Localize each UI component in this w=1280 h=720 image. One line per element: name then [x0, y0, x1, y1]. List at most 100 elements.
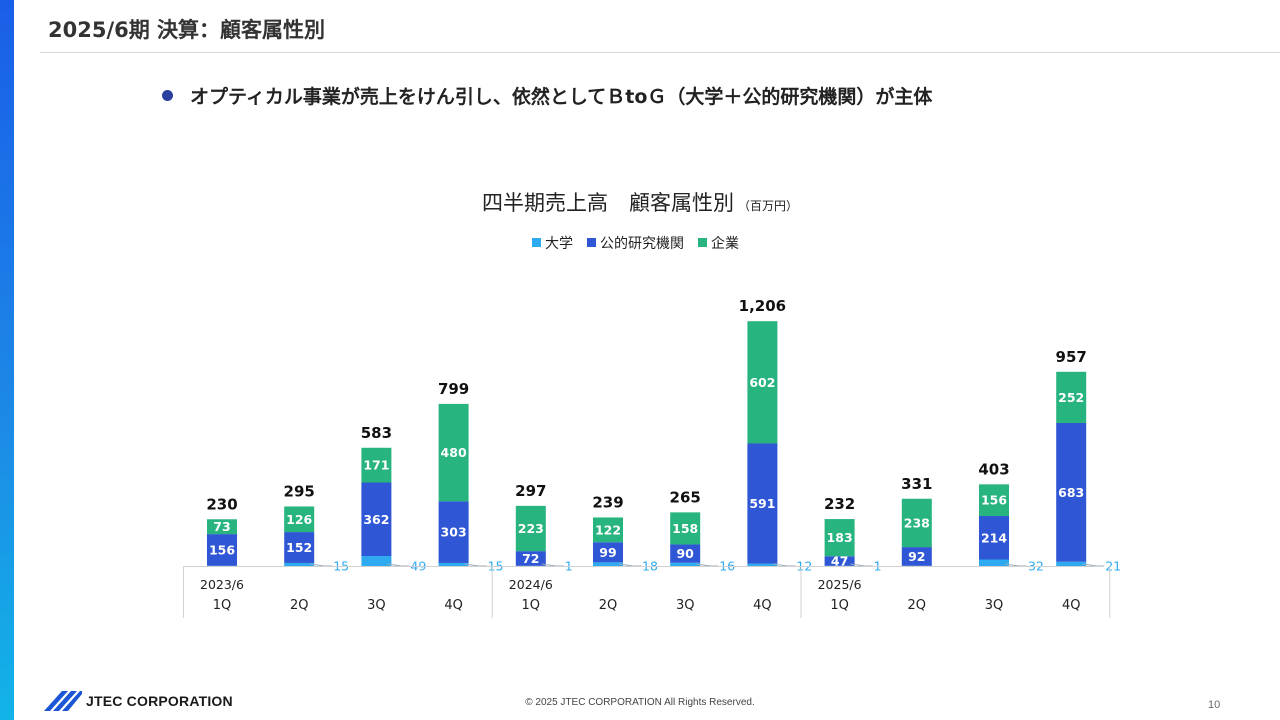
bar-1-5	[593, 542, 623, 563]
bar-1-2	[361, 482, 392, 557]
category-label-7: 4Q	[753, 598, 772, 613]
data-label-2-6: 158	[672, 521, 698, 536]
data-label-1-8: 47	[831, 554, 848, 569]
bar-2-6	[670, 512, 701, 545]
bar-2-11	[1056, 371, 1087, 423]
data-label-1-11: 683	[1058, 485, 1084, 500]
total-label-3: 799	[438, 380, 469, 398]
category-label-0: 1Q	[213, 598, 232, 613]
legend-swatch-0	[532, 238, 541, 247]
total-label-9: 331	[901, 475, 932, 493]
bar-2-4	[515, 505, 546, 552]
copyright-text: © 2025 JTEC CORPORATION All Rights Reser…	[525, 697, 755, 708]
data-label-2-3: 480	[441, 445, 467, 460]
data-label-1-4: 72	[522, 551, 539, 566]
bar-0-6	[670, 562, 701, 566]
total-label-6: 265	[670, 488, 701, 506]
category-label-2: 3Q	[367, 598, 386, 613]
category-label-10: 3Q	[985, 598, 1004, 613]
year-label-8: 2025/6	[818, 577, 862, 592]
page-number: 10	[1208, 699, 1221, 711]
bar-1-7	[747, 443, 778, 564]
category-label-5: 2Q	[599, 598, 618, 613]
data-label-1-1: 152	[286, 540, 312, 555]
logo-text: JTEC CORPORATION	[86, 693, 233, 709]
category-label-8: 1Q	[830, 598, 849, 613]
bar-0-10	[979, 559, 1009, 566]
jtec-logo-icon	[44, 691, 82, 711]
total-label-8: 232	[824, 495, 855, 513]
bullet-point: オプティカル事業が売上をけん引し、依然としてＢtoＧ（大学＋公的研究機関）が主体	[162, 82, 932, 109]
data-label-2-5: 122	[595, 522, 621, 537]
total-label-2: 583	[361, 424, 392, 442]
bullet-dot-icon	[162, 90, 173, 101]
total-label-5: 239	[592, 493, 623, 511]
data-label-2-1: 126	[286, 512, 312, 527]
data-label-2-11: 252	[1058, 390, 1084, 405]
total-label-0: 230	[206, 495, 237, 513]
bar-1-8	[824, 556, 855, 566]
bar-1-3	[438, 501, 469, 563]
bar-2-3	[438, 403, 469, 502]
data-label-2-10: 156	[981, 493, 1007, 508]
bar-1-4	[515, 551, 546, 566]
slide-title: 2025/6期 決算：顧客属性別	[48, 18, 326, 42]
bar-1-0	[207, 534, 237, 566]
data-label-2-9: 238	[904, 515, 930, 530]
bar-0-5	[593, 562, 623, 566]
bar-1-9	[901, 547, 932, 566]
company-logo: JTEC CORPORATION	[42, 690, 233, 712]
data-label-1-0: 156	[209, 542, 235, 557]
legend-label-1: 公的研究機関	[600, 236, 684, 252]
chart-title: 四半期売上高 顧客属性別 （百万円）	[482, 191, 798, 215]
accent-side-bar	[0, 0, 14, 720]
data-label-2-7: 602	[749, 375, 775, 390]
data-label-1-7: 591	[749, 496, 775, 511]
bar-2-8	[824, 519, 855, 557]
total-label-11: 957	[1056, 348, 1087, 366]
bullet-text: オプティカル事業が売上をけん引し、依然としてＢtoＧ（大学＋公的研究機関）が主体	[190, 86, 933, 108]
data-label-1-10: 214	[981, 530, 1007, 545]
category-label-11: 4Q	[1062, 598, 1081, 613]
total-label-1: 295	[284, 482, 315, 500]
bar-2-1	[284, 506, 315, 533]
total-label-10: 403	[978, 460, 1009, 478]
bar-2-7	[747, 321, 778, 444]
bar-0-3	[438, 562, 469, 566]
bar-2-5	[593, 517, 623, 543]
data-label-1-3: 303	[441, 525, 467, 540]
data-label-2-0: 73	[213, 519, 230, 534]
bar-2-0	[207, 519, 237, 535]
year-label-4: 2024/6	[509, 577, 553, 592]
data-label-2-8: 183	[827, 530, 853, 545]
legend-label-0: 大学	[545, 236, 573, 252]
data-label-1-9: 92	[908, 549, 925, 564]
title-divider	[40, 52, 1280, 53]
category-label-1: 2Q	[290, 598, 309, 613]
bar-1-10	[979, 516, 1009, 560]
univ-label-11: 21	[1105, 559, 1121, 574]
bar-0-11	[1056, 561, 1087, 566]
legend-swatch-1	[587, 238, 596, 247]
bar-0-7	[747, 563, 778, 566]
bar-1-11	[1056, 422, 1087, 562]
bar-2-2	[361, 447, 392, 483]
year-label-0: 2023/6	[200, 577, 244, 592]
data-label-1-5: 99	[599, 545, 616, 560]
category-label-4: 1Q	[522, 598, 541, 613]
data-label-2-2: 171	[363, 458, 389, 473]
category-label-6: 3Q	[676, 598, 695, 613]
legend-swatch-2	[698, 238, 707, 247]
bar-1-1	[284, 532, 315, 563]
total-label-7: 1,206	[739, 297, 786, 315]
bar-1-6	[670, 544, 701, 563]
data-label-1-2: 362	[363, 512, 389, 527]
category-label-9: 2Q	[908, 598, 927, 613]
bar-2-9	[901, 498, 932, 548]
total-label-4: 297	[515, 482, 546, 500]
legend-label-2: 企業	[711, 235, 739, 252]
data-label-2-4: 223	[518, 521, 544, 536]
bar-0-1	[284, 562, 315, 566]
category-label-3: 4Q	[444, 598, 463, 613]
